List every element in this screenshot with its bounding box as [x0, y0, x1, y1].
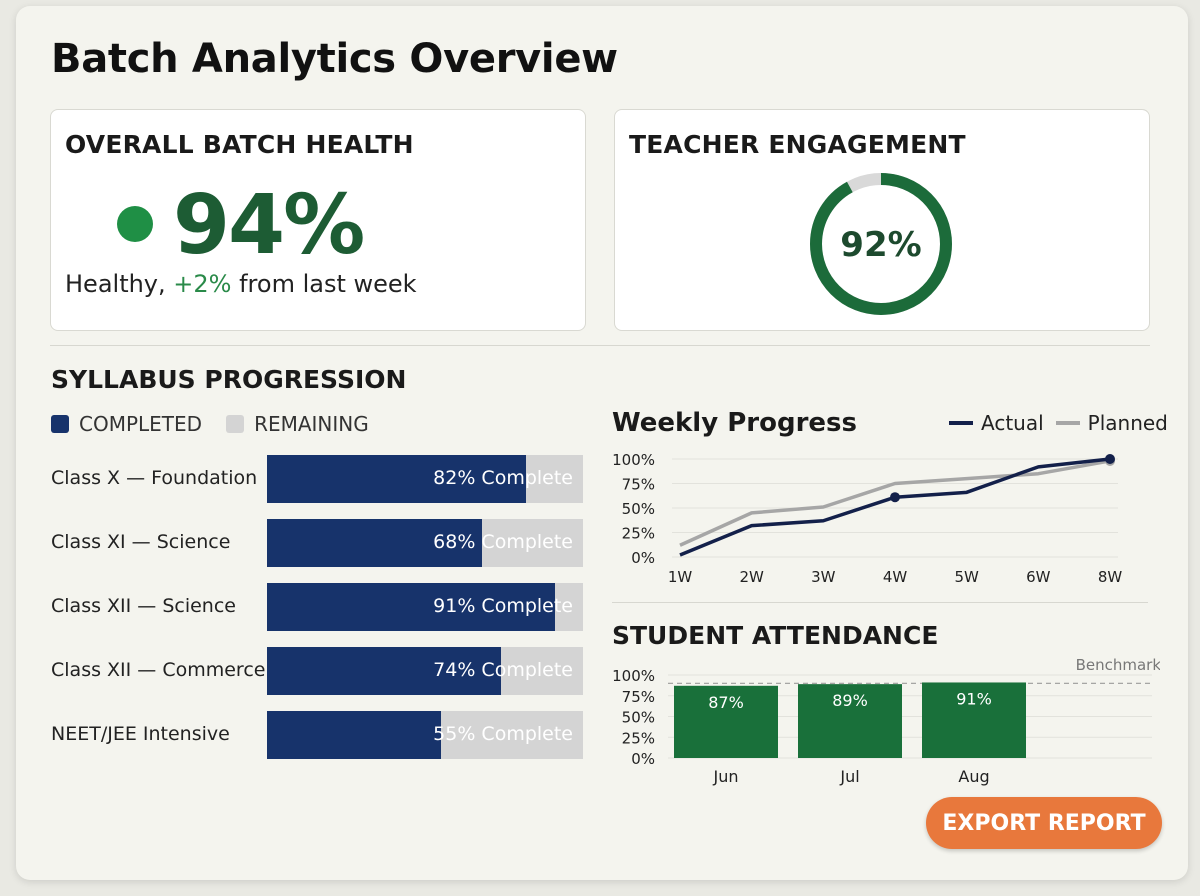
syllabus-bar-fill	[267, 583, 555, 631]
attendance-bar	[798, 684, 902, 758]
attendance-title: STUDENT ATTENDANCE	[612, 621, 939, 650]
syllabus-row: Class X — Foundation 82% Complete	[51, 455, 591, 503]
legend-planned-line	[1055, 421, 1080, 425]
syllabus-row-label: Class XII — Commerce	[51, 659, 266, 681]
engagement-donut-arc	[810, 173, 952, 315]
attendance-bar-label: 87%	[708, 693, 744, 712]
weekly-progress-legend: Actual Planned	[937, 411, 1168, 435]
line-chart-xtick: 3W	[811, 568, 836, 586]
batch-health-value: 94%	[173, 178, 365, 273]
health-status-delta: +2%	[173, 270, 232, 298]
attendance-bar-label: 89%	[832, 691, 868, 710]
line-series-planned	[679, 459, 1111, 547]
syllabus-row: Class XII — Commerce 74% Complete	[51, 647, 591, 695]
attendance-bar-label: 91%	[956, 689, 992, 708]
page-title: Batch Analytics Overview	[51, 36, 618, 82]
export-report-button[interactable]: EXPORT REPORT	[926, 797, 1162, 849]
line-chart-xtick: 4W	[883, 568, 908, 586]
line-chart-ytick: 25%	[622, 525, 655, 543]
legend-planned: Planned	[1055, 411, 1168, 435]
syllabus-row: Class XII — Science 91% Complete	[51, 583, 591, 631]
attendance-xtick: Jun	[713, 767, 739, 786]
line-point-actual	[890, 492, 900, 503]
weekly-progress-title: Weekly Progress	[612, 408, 857, 438]
syllabus-legend: COMPLETED REMAINING	[51, 412, 393, 436]
teacher-engagement-card: TEACHER ENGAGEMENT 92%	[614, 109, 1150, 331]
batch-health-title: OVERALL BATCH HEALTH	[65, 130, 414, 159]
line-chart-ytick: 50%	[622, 500, 655, 518]
health-status-dot-icon	[117, 206, 153, 242]
attendance-bar	[674, 685, 778, 758]
legend-completed-swatch	[51, 415, 69, 433]
chart-divider	[612, 602, 1148, 603]
legend-actual-label: Actual	[981, 411, 1044, 435]
line-chart-xtick: 8W	[1098, 568, 1123, 586]
line-point-actual	[1105, 454, 1115, 464]
syllabus-row-label: NEET/JEE Intensive	[51, 723, 230, 745]
syllabus-bar-track: 82% Complete	[267, 455, 583, 503]
syllabus-bar-fill	[267, 711, 441, 759]
teacher-engagement-title: TEACHER ENGAGEMENT	[629, 130, 966, 159]
legend-remaining: REMAINING	[226, 412, 369, 436]
line-chart-xtick: 1W	[668, 568, 693, 586]
syllabus-title: SYLLABUS PROGRESSION	[51, 365, 407, 394]
batch-health-card: OVERALL BATCH HEALTH 94% Healthy, +2% fr…	[50, 109, 586, 331]
attendance-chart: 100% 75% 50% 25% 0% Benchmark 87% Jun 89% Jul 91% A…	[612, 656, 1160, 786]
line-chart-ytick: 0%	[631, 549, 655, 567]
engagement-donut: 92%	[810, 173, 952, 315]
health-status-prefix: Healthy,	[65, 270, 174, 298]
syllabus-bar-track: 91% Complete	[267, 583, 583, 631]
line-chart-ytick: 100%	[612, 451, 655, 469]
bar-chart-ytick: 0%	[631, 750, 655, 768]
line-chart-ytick: 75%	[622, 476, 655, 494]
legend-actual-line	[949, 421, 973, 425]
syllabus-bar-text: 68% Complete	[433, 531, 573, 553]
attendance-xtick: Jul	[839, 767, 859, 786]
legend-remaining-label: REMAINING	[254, 412, 369, 436]
engagement-value: 92%	[840, 225, 921, 265]
syllabus-bar-text: 74% Complete	[433, 659, 573, 681]
legend-actual: Actual	[949, 411, 1044, 435]
syllabus-bar-track: 68% Complete	[267, 519, 583, 567]
line-chart-xtick: 5W	[954, 568, 979, 586]
legend-completed: COMPLETED	[51, 412, 202, 436]
syllabus-row-label: Class XII — Science	[51, 595, 236, 617]
benchmark-label: Benchmark	[1076, 656, 1160, 674]
bar-chart-ytick: 100%	[612, 667, 655, 685]
syllabus-row: NEET/JEE Intensive 55% Complete	[51, 711, 591, 759]
legend-remaining-swatch	[226, 415, 245, 433]
line-chart-xtick: 6W	[1026, 568, 1051, 586]
syllabus-bar-track: 74% Complete	[267, 647, 583, 695]
syllabus-bar-text: 55% Complete	[433, 723, 573, 745]
attendance-bar	[922, 682, 1026, 758]
legend-completed-label: COMPLETED	[79, 412, 203, 436]
syllabus-bar-text: 82% Complete	[433, 467, 573, 489]
syllabus-bar-fill	[267, 455, 527, 503]
syllabus-bar-fill	[267, 647, 501, 695]
syllabus-row: Class XI — Science 68% Complete	[51, 519, 591, 567]
section-divider	[50, 345, 1150, 346]
syllabus-bar-text: 91% Complete	[433, 595, 573, 617]
syllabus-row-label: Class X — Foundation	[51, 467, 258, 489]
bar-chart-ytick: 25%	[622, 729, 655, 747]
legend-planned-label: Planned	[1087, 411, 1168, 435]
weekly-progress-chart: 100% 75% 50% 25% 0% 1W 2W 3W 4W 5W 6W 8W	[612, 451, 1123, 586]
syllabus-bar-track: 55% Complete	[267, 711, 583, 759]
syllabus-bar-fill	[267, 519, 482, 567]
line-chart-xtick: 2W	[739, 568, 764, 586]
syllabus-row-label: Class XI — Science	[51, 531, 231, 553]
bar-chart-ytick: 50%	[622, 709, 655, 727]
health-status-suffix: from last week	[231, 270, 417, 298]
bar-chart-ytick: 75%	[622, 688, 655, 706]
batch-health-status: Healthy, +2% from last week	[65, 270, 417, 298]
attendance-xtick: Aug	[958, 767, 989, 786]
